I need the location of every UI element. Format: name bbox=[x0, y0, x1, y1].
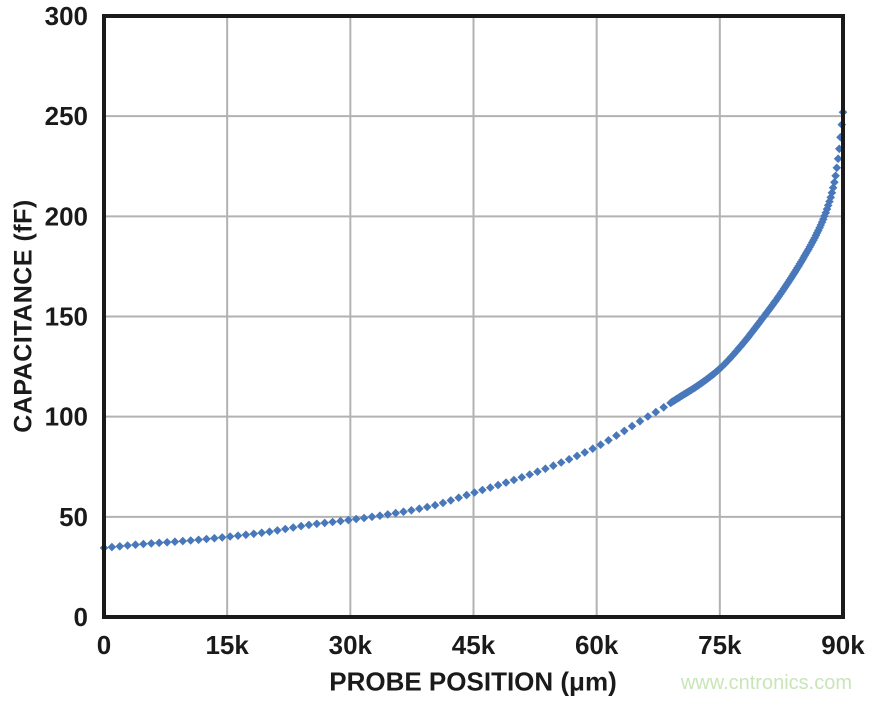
x-tick-label: 45k bbox=[452, 630, 496, 660]
x-tick-label: 90k bbox=[821, 630, 865, 660]
x-tick-label: 15k bbox=[205, 630, 249, 660]
x-tick-label: 75k bbox=[698, 630, 742, 660]
x-tick-label: 30k bbox=[329, 630, 373, 660]
watermark-link[interactable]: www.cntronics.com bbox=[680, 672, 852, 694]
y-tick-label: 50 bbox=[59, 502, 88, 532]
y-tick-label: 200 bbox=[45, 201, 88, 231]
y-tick-label: 0 bbox=[74, 602, 88, 632]
y-tick-label: 100 bbox=[45, 402, 88, 432]
x-tick-label: 60k bbox=[575, 630, 619, 660]
plot-frame bbox=[102, 14, 845, 619]
y-axis-title: CAPACITANCE (fF) bbox=[9, 199, 38, 433]
x-axis-title: PROBE POSITION (μm) bbox=[329, 666, 617, 697]
x-tick-label: 0 bbox=[97, 630, 111, 660]
y-tick-label: 250 bbox=[45, 101, 88, 131]
y-tick-label: 300 bbox=[45, 1, 88, 31]
y-tick-label: 150 bbox=[45, 302, 88, 332]
